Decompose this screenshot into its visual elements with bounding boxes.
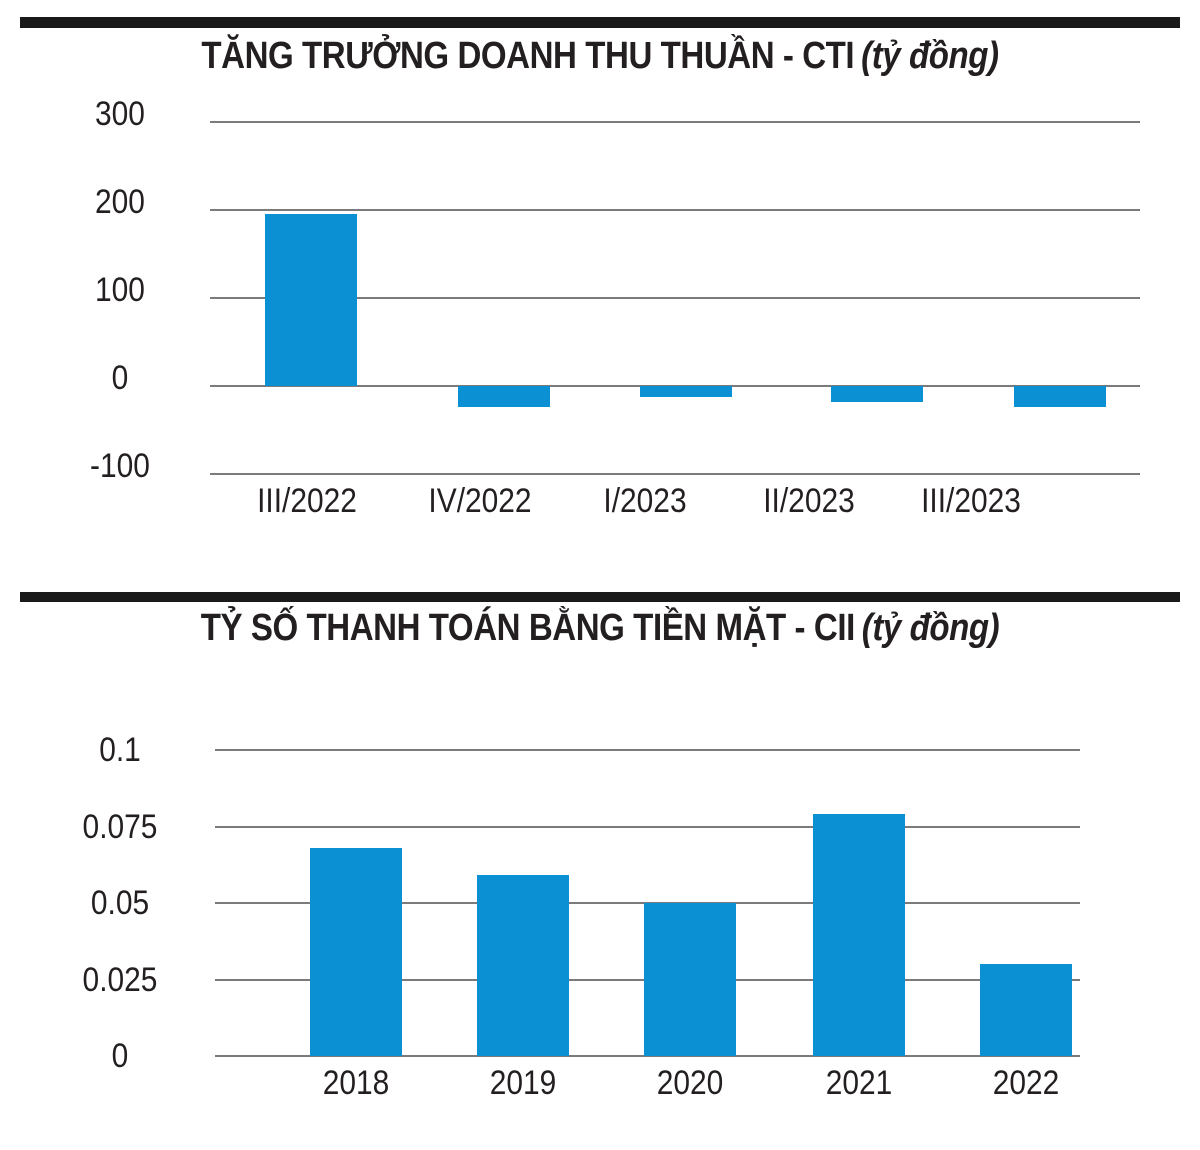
chart-title-net-revenue-growth: TĂNG TRƯỞNG DOANH THU THUẦN - CTI (tỷ đồn…: [78, 34, 1122, 78]
y-axis-tick-label: 0.1: [99, 731, 141, 769]
chart-title-text: TỶ SỐ THANH TOÁN BẰNG TIỀN MẶT - CII: [200, 607, 856, 649]
section-divider-top: [20, 17, 1180, 28]
x-category-label: III/2022: [257, 482, 357, 520]
y-axis-tick-label: 100: [95, 271, 145, 309]
gridline: [215, 902, 1080, 904]
chart-title-unit: (tỷ đồng): [861, 35, 999, 77]
bar: [1014, 386, 1106, 408]
bar: [458, 386, 550, 408]
x-category-label: 2019: [489, 1064, 557, 1102]
y-axis-tick-label: 0.075: [82, 807, 158, 846]
chart-title-unit: (tỷ đồng): [861, 607, 1000, 649]
x-category-label: III/2023: [921, 482, 1021, 520]
y-axis-tick-label: 0.025: [82, 960, 158, 999]
x-category-label: 2018: [322, 1064, 390, 1102]
bar: [813, 814, 905, 1056]
x-category-label: 2021: [825, 1064, 893, 1102]
y-axis-tick-label: 0: [111, 359, 129, 397]
gridline: [210, 473, 1140, 475]
gridline: [210, 209, 1140, 211]
x-category-label: I/2023: [603, 482, 687, 520]
gridline: [215, 1055, 1080, 1057]
chart-title-text: TĂNG TRƯỞNG DOANH THU THUẦN - CTI: [201, 35, 855, 77]
bar: [644, 903, 736, 1056]
gridline: [215, 978, 1080, 981]
bar: [477, 875, 569, 1056]
chart-title-cash-ratio: TỶ SỐ THANH TOÁN BẰNG TIỀN MẶT - CII (tỷ …: [78, 606, 1122, 650]
x-category-label: II/2023: [763, 482, 855, 520]
bar: [640, 386, 732, 398]
gridline: [210, 121, 1140, 123]
gridline: [215, 749, 1080, 751]
y-axis-tick-label: 200: [95, 183, 145, 221]
gridline: [215, 825, 1080, 828]
gridline: [210, 385, 1140, 387]
bar: [265, 214, 357, 386]
bar: [310, 847, 402, 1056]
bar: [980, 964, 1072, 1056]
x-category-label: 2022: [992, 1064, 1060, 1102]
gridline: [210, 297, 1140, 299]
y-axis-tick-label: 0: [111, 1037, 129, 1075]
x-category-label: IV/2022: [428, 482, 532, 520]
y-axis-tick-label: 300: [95, 95, 145, 133]
x-category-label: 2020: [656, 1064, 724, 1102]
section-divider-middle: [20, 592, 1180, 602]
y-axis-tick-label: -100: [90, 447, 150, 485]
bar: [831, 386, 923, 402]
y-axis-tick-label: 0.05: [90, 884, 150, 922]
